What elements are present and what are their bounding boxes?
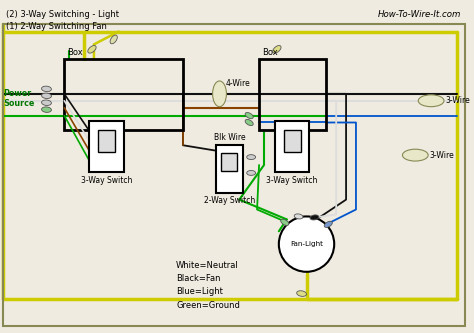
Bar [275, 121, 310, 172]
Text: 2-Way Switch: 2-Way Switch [204, 196, 255, 205]
Text: 3-Way Switch: 3-Way Switch [81, 176, 132, 185]
Text: Blk Wire: Blk Wire [214, 133, 245, 142]
Text: Box: Box [67, 48, 83, 57]
Text: 3-Wire: 3-Wire [429, 151, 454, 160]
Bar [98, 131, 115, 152]
Ellipse shape [246, 155, 255, 160]
Ellipse shape [310, 215, 319, 220]
Text: White=Neutral
Black=Fan
Blue=Light
Green=Ground: White=Neutral Black=Fan Blue=Light Green… [176, 261, 240, 310]
Ellipse shape [42, 86, 51, 92]
Ellipse shape [42, 107, 51, 113]
Text: 4-Wire: 4-Wire [226, 80, 250, 89]
Text: How-To-Wire-It.com: How-To-Wire-It.com [377, 10, 461, 19]
Ellipse shape [294, 214, 303, 219]
Text: Power
Source: Power Source [3, 89, 34, 109]
Text: 3-Wire: 3-Wire [445, 96, 470, 105]
Ellipse shape [402, 149, 428, 161]
Bar [64, 59, 183, 131]
Bar [284, 131, 301, 152]
Ellipse shape [273, 46, 281, 53]
Text: Box: Box [262, 48, 278, 57]
Ellipse shape [88, 46, 96, 53]
Bar [221, 153, 237, 171]
Bar [89, 121, 124, 172]
Ellipse shape [245, 113, 253, 119]
Bar [259, 59, 326, 131]
Ellipse shape [418, 95, 444, 107]
Circle shape [279, 216, 334, 272]
Text: 3-Way Switch: 3-Way Switch [266, 176, 318, 185]
Ellipse shape [212, 81, 227, 107]
Text: Fan-Light: Fan-Light [290, 241, 323, 247]
Text: (2) 3-Way Switching - Light
(1) 2-Way Switching Fan: (2) 3-Way Switching - Light (1) 2-Way Sw… [6, 10, 119, 31]
Ellipse shape [324, 221, 332, 227]
Ellipse shape [110, 35, 118, 44]
Ellipse shape [245, 120, 253, 126]
Ellipse shape [297, 291, 307, 296]
Bar [216, 145, 243, 193]
Ellipse shape [42, 93, 51, 99]
Ellipse shape [246, 170, 255, 175]
Ellipse shape [281, 219, 289, 225]
Ellipse shape [42, 100, 51, 106]
